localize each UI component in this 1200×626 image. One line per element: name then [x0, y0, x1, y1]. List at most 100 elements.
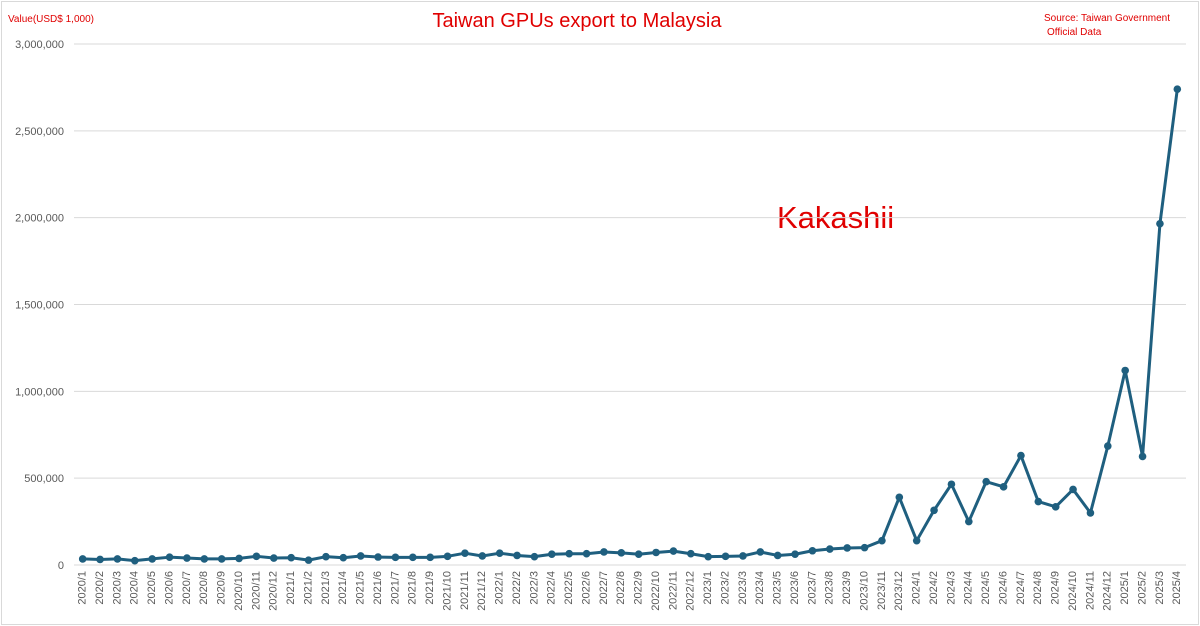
data-point — [600, 548, 608, 556]
data-point — [443, 552, 452, 561]
data-point — [878, 536, 886, 545]
x-tick-label: 2023/10 — [858, 571, 870, 611]
data-point — [773, 551, 782, 560]
x-tick-label: 2020/3 — [111, 571, 123, 605]
x-tick-label: 2021/6 — [372, 571, 384, 605]
x-tick-label: 2022/12 — [685, 571, 697, 611]
x-tick-label: 2020/10 — [233, 571, 245, 611]
data-point — [652, 548, 660, 557]
x-tick-label: 2021/11 — [459, 571, 471, 610]
series-line — [82, 88, 1179, 563]
data-point — [704, 552, 712, 561]
x-tick-label: 2023/7 — [806, 571, 818, 605]
x-tick-label: 2020/9 — [216, 571, 228, 605]
x-tick-label: 2021/7 — [389, 571, 401, 605]
x-tick-label: 2023/4 — [754, 571, 766, 605]
x-tick-label: 2020/8 — [198, 571, 210, 605]
x-tick-label: 2024/7 — [1015, 571, 1027, 605]
data-point — [96, 555, 104, 564]
x-tick-label: 2021/9 — [424, 571, 436, 605]
x-tick-label: 2025/1 — [1119, 571, 1131, 605]
data-point — [1121, 366, 1129, 375]
x-tick-label: 2020/6 — [163, 571, 175, 605]
x-tick-label: 2022/10 — [650, 571, 662, 611]
data-point — [1051, 503, 1060, 511]
x-tick-label: 2022/5 — [563, 571, 575, 605]
data-point — [200, 555, 209, 563]
data-point — [1138, 452, 1147, 461]
y-tick-label: 2,500,000 — [15, 126, 64, 138]
data-point — [78, 555, 87, 563]
x-tick-label: 2024/1 — [911, 571, 923, 605]
x-tick-label: 2022/11 — [667, 571, 679, 610]
data-point — [860, 543, 869, 552]
x-tick-label: 2023/1 — [702, 571, 714, 605]
x-tick-label: 2024/3 — [945, 571, 957, 605]
data-point — [582, 549, 591, 558]
data-point — [565, 549, 573, 558]
x-tick-label: 2025/2 — [1136, 571, 1148, 605]
data-point — [1069, 485, 1077, 494]
data-point — [1173, 85, 1182, 93]
x-tick-label: 2023/2 — [719, 571, 731, 605]
x-tick-label: 2023/9 — [841, 571, 853, 605]
y-tick-label: 1,000,000 — [15, 386, 64, 398]
data-point — [461, 549, 469, 557]
data-point — [634, 550, 643, 559]
data-point — [930, 506, 938, 515]
data-point — [912, 536, 921, 545]
data-point — [217, 555, 226, 563]
source-line-1: Source: Taiwan Government — [1044, 13, 1170, 24]
data-point — [270, 554, 278, 562]
data-point — [530, 552, 539, 561]
x-tick-label: 2024/10 — [1067, 571, 1079, 611]
x-tick-label: 2022/4 — [546, 571, 558, 605]
data-point — [409, 553, 417, 562]
data-point — [756, 548, 765, 556]
data-point — [339, 553, 348, 562]
data-point — [478, 552, 487, 560]
data-point — [843, 544, 851, 552]
data-point — [513, 551, 521, 560]
x-tick-label: 2021/1 — [285, 571, 297, 605]
data-point — [548, 550, 556, 559]
y-tick-label: 0 — [58, 560, 64, 572]
data-point — [965, 517, 973, 526]
x-tick-label: 2020/11 — [250, 571, 262, 610]
x-tick-label: 2022/1 — [494, 571, 506, 605]
x-tick-label: 2024/9 — [1050, 571, 1062, 605]
x-tick-label: 2023/6 — [789, 571, 801, 605]
x-tick-label: 2021/10 — [441, 571, 453, 611]
data-point — [304, 556, 313, 564]
x-tick-label: 2023/8 — [824, 571, 836, 605]
data-point — [1156, 219, 1164, 228]
x-tick-label: 2024/4 — [963, 571, 975, 605]
data-point — [183, 554, 191, 562]
chart-title: Taiwan GPUs export to Malaysia — [432, 10, 722, 32]
data-point — [982, 477, 990, 486]
x-tick-label: 2021/4 — [337, 571, 349, 605]
x-tick-label: 2022/3 — [528, 571, 540, 605]
x-tick-label: 2025/3 — [1154, 571, 1166, 605]
x-tick-label: 2024/5 — [980, 571, 992, 605]
data-point — [721, 552, 730, 561]
data-point — [739, 552, 747, 560]
x-tick-label: 2023/11 — [876, 571, 888, 610]
data-point — [791, 550, 799, 559]
x-tick-label: 2020/4 — [129, 571, 141, 605]
data-point — [1086, 509, 1095, 517]
source-note: Source: Taiwan Government Official Data — [1044, 12, 1170, 40]
data-point — [252, 552, 261, 561]
y-tick-label: 1,500,000 — [15, 300, 64, 312]
x-tick-label: 2023/3 — [737, 571, 749, 605]
data-point — [999, 483, 1008, 491]
data-point — [148, 555, 156, 563]
data-point — [113, 555, 122, 563]
x-tick-label: 2024/11 — [1084, 571, 1096, 610]
data-point — [287, 553, 295, 562]
x-tick-label: 2022/7 — [598, 571, 610, 605]
data-point — [947, 480, 956, 489]
x-tick-label: 2021/5 — [355, 571, 367, 605]
